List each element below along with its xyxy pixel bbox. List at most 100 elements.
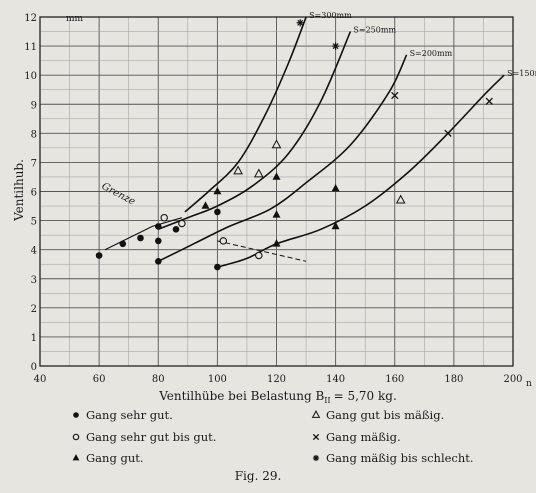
boundary-dashed-line: [217, 240, 307, 262]
marker-cross: [485, 97, 493, 105]
y-tick-label: 6: [31, 188, 37, 199]
x-unit-label: n: [526, 379, 532, 389]
marker-circle: [255, 251, 263, 260]
y-tick-label: 8: [31, 129, 37, 140]
marker-circle: [160, 213, 168, 222]
marker-shape: [201, 201, 210, 209]
marker-shape: [72, 433, 80, 441]
curve-line: [184, 16, 307, 213]
legend-label: Gang sehr gut bis gut.: [86, 430, 216, 444]
marker-shape: [395, 194, 406, 204]
marker-dot: [172, 226, 180, 233]
marker-shape: [297, 19, 304, 26]
marker-shape: [72, 454, 80, 461]
marker-shape: [253, 168, 264, 178]
marker-shape: [391, 91, 399, 100]
curve-line: [157, 54, 408, 263]
marker-shape: [485, 97, 493, 105]
marker-dot: [137, 234, 144, 242]
marker-shape: [331, 221, 340, 230]
marker-dot: [155, 258, 162, 265]
boundary-label: Grenze: [100, 181, 137, 208]
marker-triangle-open: [253, 168, 264, 178]
marker-shape: [233, 165, 243, 175]
marker-triangle: [272, 239, 281, 247]
marker-triangle-open: [271, 139, 282, 149]
marker-triangle: [201, 201, 210, 209]
figure-caption: Fig. 29.: [235, 469, 282, 483]
marker-cross: [312, 433, 320, 441]
marker-dot: [73, 412, 79, 418]
marker-asterisk: [296, 19, 304, 27]
y-axis-title: Ventilhub.: [12, 159, 26, 222]
marker-shape: [311, 410, 321, 418]
marker-shape: [95, 252, 103, 259]
y-tick-label: 4: [31, 246, 37, 257]
marker-shape: [119, 240, 127, 248]
marker-shape: [313, 455, 319, 461]
marker-shape: [160, 213, 168, 222]
marker-asterisk: [332, 42, 340, 50]
boundary-lines: [104, 217, 307, 262]
marker-circle: [219, 237, 228, 245]
curves: [157, 16, 505, 268]
x-tick-label: 200: [503, 374, 522, 385]
curve-line: [217, 74, 505, 268]
marker-shape: [155, 223, 162, 230]
curve-line: [158, 31, 352, 231]
marker-dot: [119, 240, 127, 248]
x-tick-label: 100: [208, 374, 227, 385]
marker-shape: [155, 258, 162, 265]
curve-label: S=300mm: [309, 11, 352, 20]
legend-label: Gang mäßig bis schlecht.: [326, 451, 474, 465]
marker-triangle: [272, 210, 281, 218]
marker-triangle-open: [233, 165, 243, 175]
y-tick-label: 7: [31, 158, 37, 169]
marker-triangle: [331, 184, 340, 192]
marker-shape: [137, 234, 144, 242]
marker-shape: [444, 129, 452, 137]
legend-label: Gang mäßig.: [326, 430, 401, 444]
y-tick-label: 11: [24, 42, 37, 53]
plot-border: [39, 16, 514, 367]
marker-shape: [332, 43, 339, 50]
marker-dot: [214, 208, 221, 216]
y-tick-label: 3: [31, 275, 37, 286]
marker-triangle: [331, 221, 340, 230]
marker-shape: [214, 208, 221, 216]
y-tick-label: 2: [31, 304, 37, 315]
y-tick-label: 5: [31, 217, 37, 228]
plot-frame: [39, 16, 514, 367]
marker-triangle-open: [395, 194, 406, 204]
marker-triangle: [213, 186, 222, 195]
marker-shape: [219, 237, 228, 245]
marker-shape: [331, 184, 340, 192]
marker-dot: [214, 263, 221, 271]
marker-dot: [155, 237, 162, 245]
y-tick-label: 10: [24, 71, 37, 82]
marker-shape: [255, 251, 263, 260]
y-tick-label: 1: [31, 333, 37, 344]
x-tick-label: 160: [385, 374, 404, 385]
x-tick-label: 180: [444, 374, 463, 385]
marker-triangle-open: [311, 410, 321, 418]
x-axis-title: Ventilhübe bei Belastung BII = 5,70 kg.: [158, 389, 397, 405]
curve-label: S=250mm: [353, 26, 396, 35]
marker-dot: [155, 223, 162, 230]
legend-label: Gang gut bis mäßig.: [326, 408, 444, 422]
x-tick-label: 40: [34, 374, 47, 385]
marker-cross: [444, 129, 452, 137]
x-axis-title-tail: = 5,70 kg.: [334, 389, 397, 403]
y-tick-label: 12: [24, 13, 37, 24]
x-tick-label: 60: [93, 374, 106, 385]
y-tick-label: 0: [31, 362, 37, 373]
marker-shape: [178, 219, 186, 228]
marker-shape: [214, 263, 221, 271]
marker-shape: [272, 172, 281, 180]
x-tick-label: 140: [326, 374, 345, 385]
marker-shape: [213, 186, 222, 195]
marker-shape: [155, 237, 162, 245]
x-tick-label: 80: [152, 374, 165, 385]
